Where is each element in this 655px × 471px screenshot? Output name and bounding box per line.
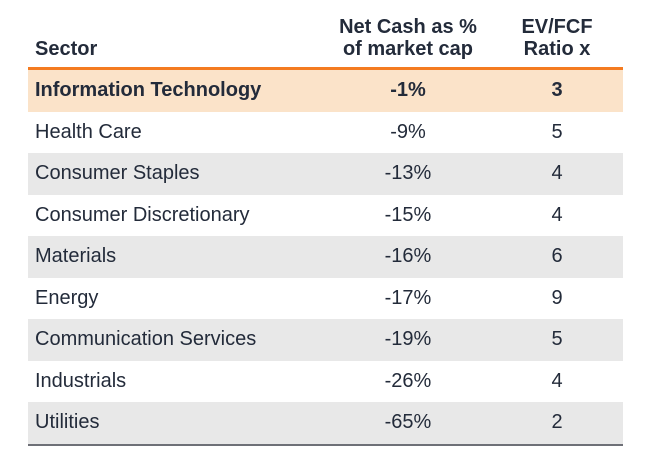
table-row: Consumer Staples -13% 4 <box>28 153 623 195</box>
net-cash-cell: -9% <box>390 120 426 143</box>
ev-fcf-cell: 3 <box>551 79 563 102</box>
net-cash-cell: -16% <box>384 245 432 268</box>
sector-cell: Health Care <box>35 120 142 143</box>
table-body: Information Technology -1% 3 Health Care… <box>28 70 623 446</box>
column-header-net-cash-line2: of market cap <box>342 38 474 60</box>
table-row: Utilities -65% 2 <box>28 402 623 444</box>
table-header: Sector Net Cash as % of market cap EV/FC… <box>28 16 623 70</box>
table-row: Information Technology -1% 3 <box>28 70 623 112</box>
ev-fcf-cell: 9 <box>551 286 563 309</box>
sector-cell: Industrials <box>35 369 127 392</box>
column-header-sector-label: Sector <box>35 38 98 60</box>
ev-fcf-cell: 4 <box>551 162 563 185</box>
table-row: Materials -16% 6 <box>28 236 623 278</box>
ev-fcf-cell: 4 <box>551 369 563 392</box>
table-row: Energy -17% 9 <box>28 277 623 319</box>
sector-cell: Information Technology <box>35 79 262 102</box>
net-cash-cell: -65% <box>384 411 432 434</box>
table-row: Consumer Discretionary -15% 4 <box>28 194 623 236</box>
net-cash-cell: -1% <box>390 79 426 102</box>
net-cash-cell: -19% <box>384 328 432 351</box>
column-header-sector: Sector <box>28 38 325 60</box>
sector-cell: Communication Services <box>35 328 257 351</box>
sector-cell: Utilities <box>35 411 100 434</box>
column-header-ev-fcf-line2: Ratio x <box>523 38 591 60</box>
table-row: Health Care -9% 5 <box>28 111 623 153</box>
net-cash-cell: -15% <box>384 203 432 226</box>
ev-fcf-cell: 5 <box>551 120 563 143</box>
net-cash-cell: -13% <box>384 162 432 185</box>
ev-fcf-cell: 6 <box>551 245 563 268</box>
ev-fcf-cell: 5 <box>551 328 563 351</box>
net-cash-cell: -26% <box>384 369 432 392</box>
column-header-net-cash-line1: Net Cash as % <box>339 16 477 38</box>
sector-cell: Consumer Discretionary <box>35 203 250 226</box>
column-header-net-cash: Net Cash as % of market cap <box>325 16 491 60</box>
ev-fcf-cell: 4 <box>551 203 563 226</box>
sector-net-cash-table: Sector Net Cash as % of market cap EV/FC… <box>28 16 623 446</box>
net-cash-cell: -17% <box>384 286 432 309</box>
sector-cell: Consumer Staples <box>35 162 200 185</box>
sector-cell: Materials <box>35 245 117 268</box>
table-row: Industrials -26% 4 <box>28 360 623 402</box>
ev-fcf-cell: 2 <box>551 411 563 434</box>
sector-cell: Energy <box>35 286 99 309</box>
table-row: Communication Services -19% 5 <box>28 319 623 361</box>
column-header-ev-fcf: EV/FCF Ratio x <box>491 16 623 60</box>
column-header-ev-fcf-line1: EV/FCF <box>521 16 593 38</box>
